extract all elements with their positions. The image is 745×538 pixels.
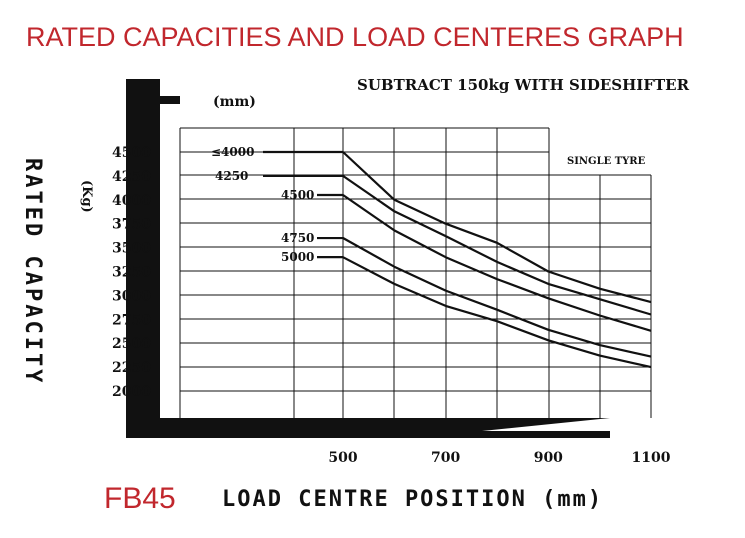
sideshifter-note: SUBTRACT 150kg WITH SIDESHIFTER	[357, 76, 690, 94]
series-label-3: 4500	[281, 188, 314, 202]
series-label-1: ≤4000	[211, 145, 254, 159]
series-label-5: 5000	[281, 250, 314, 264]
y-axis-title: RATED CAPACITY	[20, 158, 45, 385]
y-tick-label: 3750	[112, 217, 151, 233]
model-label: FB45	[104, 482, 176, 515]
chart-title: RATED CAPACITIES AND LOAD CENTERES GRAPH	[26, 22, 684, 52]
x-tick-label: 1100	[632, 450, 671, 466]
series-label-2: 4250	[215, 169, 248, 183]
x-tick-labels: 500 700 900 1100	[328, 450, 670, 466]
grid	[179, 127, 652, 418]
fork-silhouette	[126, 79, 610, 438]
y-tick-label: 2750	[112, 312, 151, 328]
top-unit-label: (mm)	[213, 94, 256, 110]
series-line-5	[342, 256, 652, 369]
single-tyre-label: SINGLE TYRE	[567, 156, 646, 167]
y-tick-label: 4000	[112, 193, 151, 209]
series-label-4: 4750	[281, 231, 314, 245]
y-unit-label: (Kg)	[79, 180, 94, 213]
y-tick-label: 4500	[112, 145, 151, 161]
y-tick-label: 4250	[112, 169, 151, 185]
y-tick-label: 2000	[112, 384, 151, 400]
x-tick-label: 500	[328, 450, 357, 466]
y-tick-label: 3500	[112, 241, 151, 257]
y-tick-label: 3000	[112, 288, 151, 304]
series-leaders: ≤4000 4250 4500 4750 5000	[211, 145, 343, 264]
x-tick-label: 900	[534, 450, 563, 466]
y-tick-label: 2500	[112, 336, 151, 352]
y-tick-label: 3250	[112, 265, 151, 281]
series-line-4	[342, 237, 652, 358]
x-tick-label: 700	[431, 450, 460, 466]
series-lines	[342, 151, 652, 369]
x-axis-title: LOAD CENTRE POSITION (mm)	[222, 487, 603, 512]
y-tick-label: 2250	[112, 360, 151, 376]
series-line-3	[342, 194, 652, 332]
y-tick-labels: 4500 4250 4000 3750 3500 3250 3000 2750 2500 2250…	[112, 145, 151, 400]
series-line-2	[342, 174, 652, 316]
series-line-1	[342, 151, 652, 304]
